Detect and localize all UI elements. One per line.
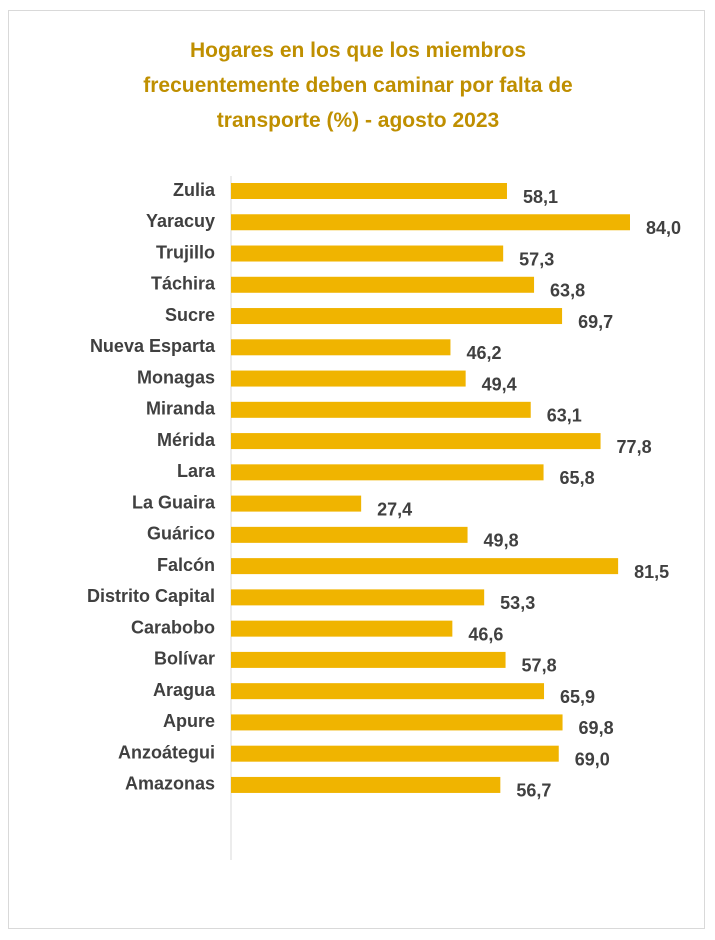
bar: [231, 433, 601, 450]
category-label: Guárico: [147, 524, 215, 544]
value-label: 27,4: [377, 499, 412, 519]
category-label: Distrito Capital: [87, 586, 215, 606]
value-label: 57,3: [519, 249, 554, 269]
category-label: Carabobo: [131, 617, 215, 637]
bar: [231, 683, 545, 700]
bar: [231, 214, 630, 231]
value-label: 46,2: [466, 343, 501, 363]
value-label: 65,8: [560, 468, 595, 488]
value-label: 58,1: [523, 187, 558, 207]
bar: [231, 776, 501, 793]
value-label: 77,8: [617, 437, 652, 457]
value-label: 69,8: [579, 718, 614, 738]
chart-frame: [8, 10, 705, 929]
category-label: Sucre: [165, 305, 215, 325]
value-label: 57,8: [522, 656, 557, 676]
value-label: 81,5: [634, 562, 669, 582]
category-label: Trujillo: [156, 242, 215, 262]
category-label: Lara: [177, 461, 216, 481]
bar: [231, 276, 535, 293]
value-label: 69,7: [578, 312, 613, 332]
bar: [231, 464, 544, 481]
value-label: 63,8: [550, 281, 585, 301]
category-label: Falcón: [157, 555, 215, 575]
bar: [231, 651, 506, 668]
value-label: 69,0: [575, 749, 610, 769]
category-label: Aragua: [153, 680, 216, 700]
bar: [231, 245, 504, 262]
category-label: Yaracuy: [146, 211, 215, 231]
bar: [231, 370, 466, 387]
category-label: Táchira: [151, 274, 216, 294]
value-label: 49,4: [482, 374, 517, 394]
value-label: 84,0: [646, 218, 681, 238]
bar: [231, 495, 362, 512]
bar: [231, 339, 451, 356]
bar: [231, 558, 619, 575]
category-label: Monagas: [137, 367, 215, 387]
category-label: Nueva Esparta: [90, 336, 216, 356]
category-label: La Guaira: [132, 492, 216, 512]
value-label: 56,7: [516, 781, 551, 801]
bar: [231, 183, 507, 199]
bar: [231, 401, 531, 418]
category-label: Mérida: [157, 430, 216, 450]
value-label: 46,6: [468, 624, 503, 644]
bar: [231, 620, 453, 637]
bar: [231, 308, 563, 325]
bar: [231, 526, 468, 543]
value-label: 53,3: [500, 593, 535, 613]
bar: [231, 745, 559, 762]
bar: [231, 589, 485, 606]
bar: [231, 714, 563, 731]
category-label: Zulia: [173, 180, 216, 200]
category-label: Bolívar: [154, 649, 215, 669]
value-label: 65,9: [560, 687, 595, 707]
chart-title: Hogares en los que los miembros frecuent…: [143, 39, 573, 132]
value-label: 63,1: [547, 406, 582, 426]
value-label: 49,8: [484, 531, 519, 551]
category-label: Amazonas: [125, 774, 215, 794]
category-label: Apure: [163, 711, 215, 731]
category-label: Anzoátegui: [118, 742, 215, 762]
category-label: Miranda: [146, 399, 216, 419]
